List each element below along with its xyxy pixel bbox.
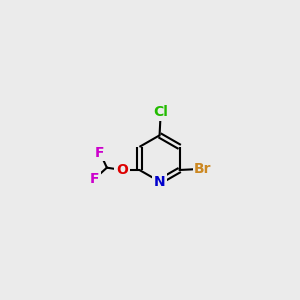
Text: F: F [89, 172, 99, 186]
Text: F: F [95, 146, 105, 160]
Text: O: O [116, 163, 128, 177]
Text: N: N [154, 175, 165, 188]
Text: Cl: Cl [153, 105, 168, 119]
Text: Br: Br [194, 162, 212, 176]
